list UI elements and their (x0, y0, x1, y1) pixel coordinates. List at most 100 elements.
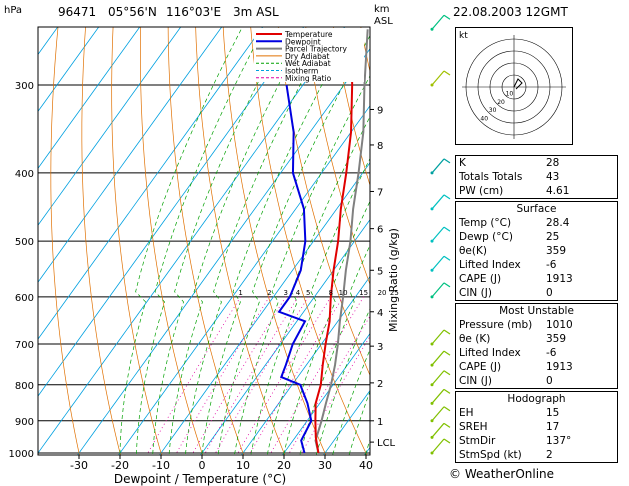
mu-row: CIN (J) 0 (456, 374, 617, 388)
wind-barb (431, 282, 445, 298)
x-tick-label: 30 (318, 459, 332, 472)
surface-label: CIN (J) (459, 287, 492, 299)
mu-value: 0 (546, 375, 553, 387)
index-row: K 28 (456, 156, 617, 170)
indices-surface: Surface Temp (°C) 28.4 Dewp (°C) 25 θe(K) 359… (455, 201, 618, 301)
indices-hodograph: Hodograph EH 15 SREH 17 StmDir 137° StmSpd (kt… (455, 391, 618, 463)
wind-barb-flag (443, 422, 451, 428)
index-value: 4.61 (546, 185, 570, 197)
wind-barb-flag (443, 370, 451, 376)
surface-value: 359 (546, 245, 567, 257)
x-tick-label: 20 (277, 459, 291, 472)
pressure-tick-label: 900 (15, 417, 34, 428)
legend-label: Mixing Ratio (285, 74, 332, 83)
wet-adiabat (135, 29, 264, 455)
hodo-value: 17 (546, 421, 560, 433)
surface-row: CIN (J) 0 (456, 286, 617, 300)
indices-most-unstable: Most Unstable Pressure (mb) 1010 θe (K) 359… (455, 303, 618, 389)
wind-barb-flag (443, 14, 451, 20)
mixing-ratio-label: 2 (267, 289, 271, 297)
wind-barb (431, 350, 445, 366)
wind-barb-base (430, 239, 434, 243)
dry-adiabat (167, 27, 245, 455)
legend-label: Parcel Trajectory (285, 45, 347, 54)
dry-adiabat (195, 27, 286, 455)
dry-adiabat (111, 27, 162, 455)
isotherm (38, 27, 182, 226)
surface-value: 1913 (546, 273, 573, 285)
hodo-value: 15 (546, 407, 560, 419)
x-tick-label: -10 (152, 459, 170, 472)
surface-row: Lifted Index -6 (456, 258, 617, 272)
index-label: K (459, 157, 466, 169)
wind-barb (431, 422, 445, 438)
mixing-ratio-label: 8 (329, 289, 333, 297)
hodo-label: EH (459, 407, 474, 419)
pressure-tick-label: 700 (15, 340, 34, 351)
mu-value: 1010 (546, 319, 573, 331)
wind-barb-flag (443, 158, 451, 164)
wet-adiabat (234, 75, 370, 455)
wind-barb-base (430, 435, 434, 439)
index-label: Totals Totals (459, 171, 523, 183)
x-tick-label: 40 (359, 459, 373, 472)
mixing-ratio-label: 15 (359, 289, 368, 297)
wind-barb (431, 226, 445, 242)
mixing-ratio-line (175, 296, 270, 455)
index-label: PW (cm) (459, 185, 504, 197)
wind-barb-base (430, 295, 434, 299)
dry-adiabat (305, 27, 370, 286)
hodo-label: StmSpd (kt) (459, 449, 522, 461)
surface-value: -6 (546, 259, 557, 271)
mu-value: 359 (546, 333, 567, 345)
isotherm (38, 27, 346, 454)
wind-barb-flag (443, 226, 451, 232)
mixing-ratio-label: 20 (378, 289, 387, 297)
surface-label: Lifted Index (459, 259, 521, 271)
km-tick-label: 8 (377, 141, 383, 152)
pressure-tick-label: 1000 (9, 449, 34, 460)
isotherm (282, 332, 370, 455)
wind-barb-base (430, 342, 434, 346)
wet-adiabat (201, 29, 352, 455)
dry-adiabat (140, 27, 204, 455)
surface-value: 0 (546, 287, 553, 299)
mu-label: CIN (J) (459, 375, 492, 387)
mixing-ratio-line (248, 296, 344, 455)
station-id: 96471 (58, 5, 96, 19)
km-tick-label: 1 (377, 417, 383, 428)
hodograph-ring-label: 20 (497, 99, 505, 106)
hodo-row: StmDir 137° (456, 434, 617, 448)
wet-adiabat (332, 348, 370, 455)
mu-value: 1913 (546, 361, 573, 373)
wet-adiabat (283, 200, 370, 455)
mixing-ratio-line (191, 296, 287, 455)
wind-barb-flag (443, 406, 451, 412)
asl-label: ASL (374, 16, 393, 27)
hodograph-ring-label: 10 (506, 90, 514, 97)
station-elev: 3m ASL (233, 5, 279, 19)
pressure-tick-label: 600 (15, 293, 34, 304)
mixing-ratio-label: 4 (296, 289, 301, 297)
mixing-ratio-label: 3 (283, 289, 287, 297)
dry-adiabat (50, 27, 80, 455)
isotherm (77, 48, 370, 455)
wind-barb-base (430, 171, 434, 175)
wind-barb-base (430, 27, 434, 31)
pressure-tick-label: 300 (15, 81, 34, 92)
wet-adiabat (152, 29, 286, 455)
mixing-ratio-label: 5 (306, 289, 310, 297)
legend-label: Wet Adiabat (285, 59, 331, 68)
mixing-ratio-axis-label: Mixing Ratio (g/kg) (387, 228, 400, 332)
temperature-line (314, 29, 354, 454)
x-tick-label: -30 (70, 459, 88, 472)
wind-barb-flag (443, 255, 451, 261)
x-axis-label: Dewpoint / Temperature (°C) (114, 472, 286, 486)
hpa-label: hPa (4, 5, 22, 16)
wind-barb-base (430, 207, 434, 211)
isotherm (38, 27, 223, 283)
surface-row: CAPE (J) 1913 (456, 272, 617, 286)
legend-label: Dewpoint (285, 37, 321, 46)
